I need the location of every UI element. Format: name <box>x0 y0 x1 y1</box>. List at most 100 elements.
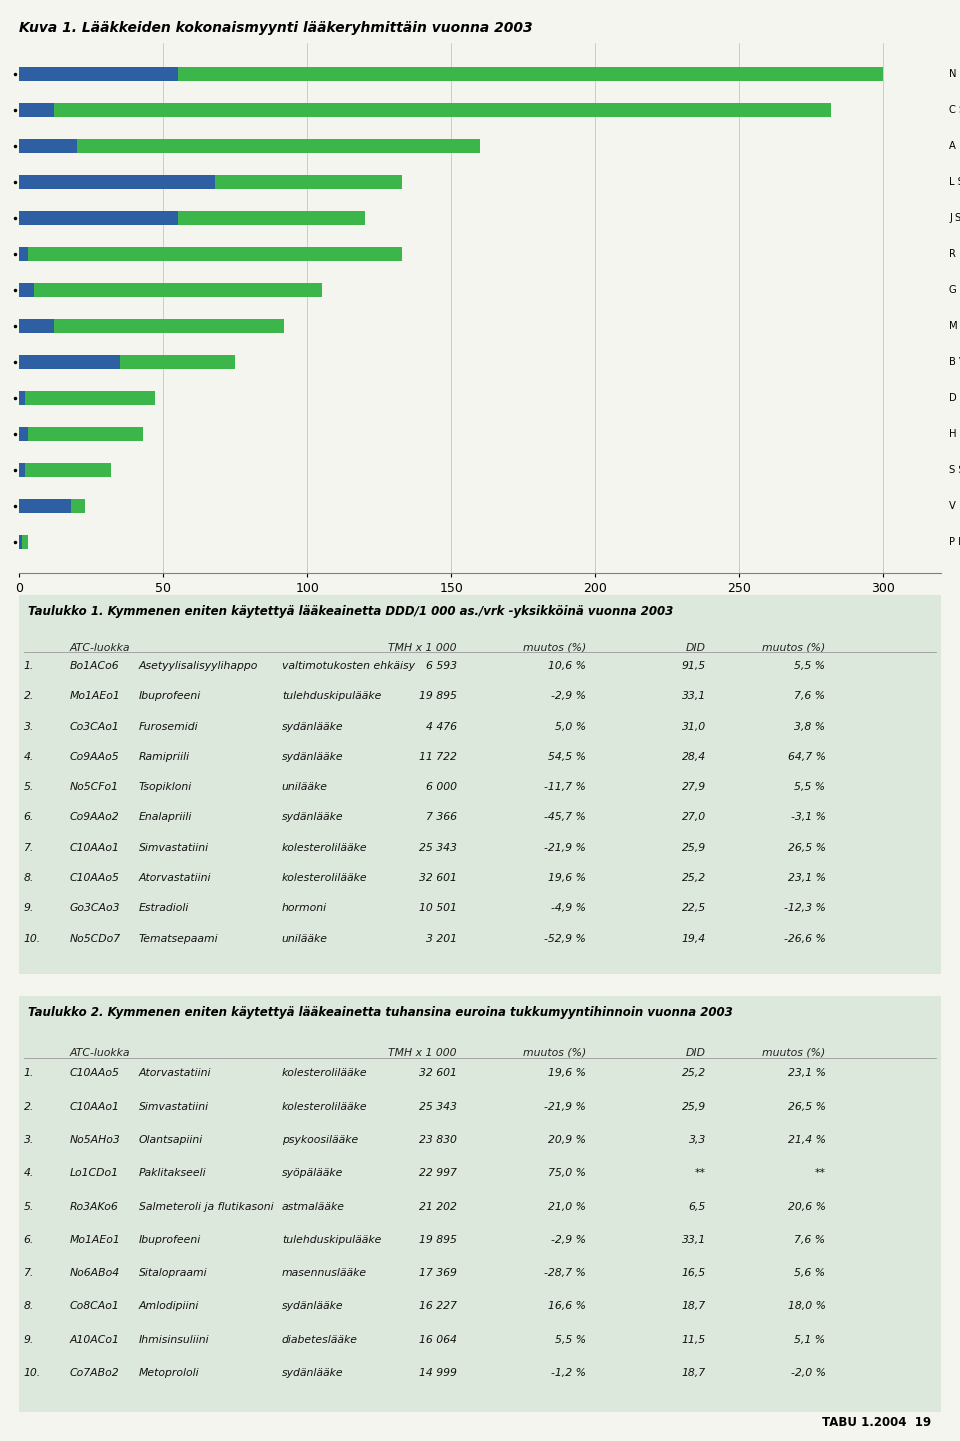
Text: Ihmisinsuliini: Ihmisinsuliini <box>139 1334 209 1344</box>
Text: 23,1 %: 23,1 % <box>787 1068 826 1078</box>
Text: 5,1 %: 5,1 % <box>795 1334 826 1344</box>
Bar <box>19 500 71 513</box>
Text: J Systeemisesti vaikuttavat infektiolääkkeet: J Systeemisesti vaikuttavat infektiolääk… <box>949 213 960 223</box>
Text: 25,2: 25,2 <box>682 873 706 883</box>
Text: kolesterolilääke: kolesterolilääke <box>282 1068 368 1078</box>
Text: Ibuprofeeni: Ibuprofeeni <box>139 1235 202 1245</box>
Text: 4 476: 4 476 <box>426 722 457 732</box>
Text: psykoosilääke: psykoosilääke <box>282 1136 358 1146</box>
Text: 7 366: 7 366 <box>426 813 457 823</box>
Text: Co9AAo2: Co9AAo2 <box>70 813 119 823</box>
Text: 21,4 %: 21,4 % <box>787 1136 826 1146</box>
Text: 28,4: 28,4 <box>682 752 706 762</box>
Text: 4.: 4. <box>24 1169 35 1179</box>
Text: 2.: 2. <box>24 1101 35 1111</box>
Text: diabeteslääke: diabeteslääke <box>282 1334 358 1344</box>
Text: Ro3AKo6: Ro3AKo6 <box>70 1202 119 1212</box>
Text: 7.: 7. <box>24 1268 35 1278</box>
Bar <box>34 284 322 297</box>
Text: 75,0 %: 75,0 % <box>548 1169 586 1179</box>
Text: 19 895: 19 895 <box>420 692 457 702</box>
Text: kolesterolilääke: kolesterolilääke <box>282 843 368 853</box>
Bar <box>28 428 143 441</box>
Text: 22 997: 22 997 <box>420 1169 457 1179</box>
Text: 8.: 8. <box>24 1301 35 1311</box>
Text: 20,6 %: 20,6 % <box>787 1202 826 1212</box>
Text: B Veritautien lääkkeet: B Veritautien lääkkeet <box>949 357 960 367</box>
Text: DID: DID <box>685 643 706 653</box>
Bar <box>28 248 402 261</box>
Text: tulehduskipulääke: tulehduskipulääke <box>282 692 381 702</box>
Text: 16 064: 16 064 <box>420 1334 457 1344</box>
Text: D Ihotautilääkkeet: D Ihotautilääkkeet <box>949 393 960 403</box>
Text: -12,3 %: -12,3 % <box>783 904 826 914</box>
Bar <box>77 140 480 153</box>
Text: Simvastatiini: Simvastatiini <box>139 843 209 853</box>
Bar <box>19 248 28 261</box>
Text: Ramipriili: Ramipriili <box>139 752 190 762</box>
Text: 2.: 2. <box>24 692 35 702</box>
Text: -28,7 %: -28,7 % <box>544 1268 586 1278</box>
Text: C10AAo1: C10AAo1 <box>70 1101 120 1111</box>
Text: sydänlääke: sydänlääke <box>282 1368 344 1378</box>
Bar <box>178 212 365 225</box>
Text: C Sydän- ja verisuonisairauksien lääkkeet: C Sydän- ja verisuonisairauksien lääkkee… <box>949 105 960 115</box>
Text: 27,0: 27,0 <box>682 813 706 823</box>
Text: 19 895: 19 895 <box>420 1235 457 1245</box>
Text: Enalapriili: Enalapriili <box>139 813 192 823</box>
Text: 3.: 3. <box>24 1136 35 1146</box>
Text: 16,5: 16,5 <box>682 1268 706 1278</box>
Bar <box>120 356 235 369</box>
Text: kolesterolilääke: kolesterolilääke <box>282 873 368 883</box>
Bar <box>19 392 25 405</box>
Text: 26,5 %: 26,5 % <box>787 843 826 853</box>
Text: 5.: 5. <box>24 782 35 793</box>
Text: Lo1CDo1: Lo1CDo1 <box>70 1169 119 1179</box>
Text: -21,9 %: -21,9 % <box>544 1101 586 1111</box>
Text: **: ** <box>815 1169 826 1179</box>
Text: TMH x 1 000: TMH x 1 000 <box>389 643 457 653</box>
Text: G Sukupuoli- ja virtsaelinten sairauksien lääkkeet, sukupuolihormonit: G Sukupuoli- ja virtsaelinten sairauksie… <box>949 285 960 295</box>
Text: 25 343: 25 343 <box>420 1101 457 1111</box>
Bar <box>71 500 85 513</box>
Bar <box>19 464 25 477</box>
Text: Asetyylisalisyylihappo: Asetyylisalisyylihappo <box>139 661 258 672</box>
Text: 27,9: 27,9 <box>682 782 706 793</box>
Text: 25,9: 25,9 <box>682 843 706 853</box>
Text: 16,6 %: 16,6 % <box>548 1301 586 1311</box>
Text: Ibuprofeeni: Ibuprofeeni <box>139 692 202 702</box>
Text: 11,5: 11,5 <box>682 1334 706 1344</box>
Text: C10AAo5: C10AAo5 <box>70 1068 120 1078</box>
Text: 6 000: 6 000 <box>426 782 457 793</box>
Bar <box>19 212 178 225</box>
Text: M Tuki- ja liikuntaelinten sairauksien lääkkeet: M Tuki- ja liikuntaelinten sairauksien l… <box>949 321 960 331</box>
Text: 5,5 %: 5,5 % <box>795 782 826 793</box>
Text: 10 501: 10 501 <box>420 904 457 914</box>
Text: 19,6 %: 19,6 % <box>548 1068 586 1078</box>
Text: 19,4: 19,4 <box>682 934 706 944</box>
Text: Co9AAo5: Co9AAo5 <box>70 752 119 762</box>
Text: 3,3: 3,3 <box>688 1136 706 1146</box>
Text: Salmeteroli ja flutikasoni: Salmeteroli ja flutikasoni <box>139 1202 274 1212</box>
Text: 54,5 %: 54,5 % <box>548 752 586 762</box>
Text: syöpälääke: syöpälääke <box>282 1169 344 1179</box>
Bar <box>178 68 883 81</box>
Text: sydänlääke: sydänlääke <box>282 722 344 732</box>
Text: Paklitakseeli: Paklitakseeli <box>139 1169 206 1179</box>
Text: A10ACo1: A10ACo1 <box>70 1334 120 1344</box>
Text: 14 999: 14 999 <box>420 1368 457 1378</box>
Text: Estradioli: Estradioli <box>139 904 189 914</box>
Text: Metoprololi: Metoprololi <box>139 1368 200 1378</box>
Text: 10.: 10. <box>24 934 41 944</box>
Text: 6 593: 6 593 <box>426 661 457 672</box>
Text: muutos (%): muutos (%) <box>762 643 826 653</box>
Text: 23,1 %: 23,1 % <box>787 873 826 883</box>
Text: No5CFo1: No5CFo1 <box>70 782 119 793</box>
Text: 3 201: 3 201 <box>426 934 457 944</box>
Text: 9.: 9. <box>24 904 35 914</box>
Text: 18,7: 18,7 <box>682 1368 706 1378</box>
Text: L Syöpälääkkeet ja immuunivasteen muuntajat: L Syöpälääkkeet ja immuunivasteen muunta… <box>949 177 960 187</box>
Text: 25 343: 25 343 <box>420 843 457 853</box>
Text: Go3CAo3: Go3CAo3 <box>70 904 120 914</box>
Text: Tsopikloni: Tsopikloni <box>139 782 192 793</box>
